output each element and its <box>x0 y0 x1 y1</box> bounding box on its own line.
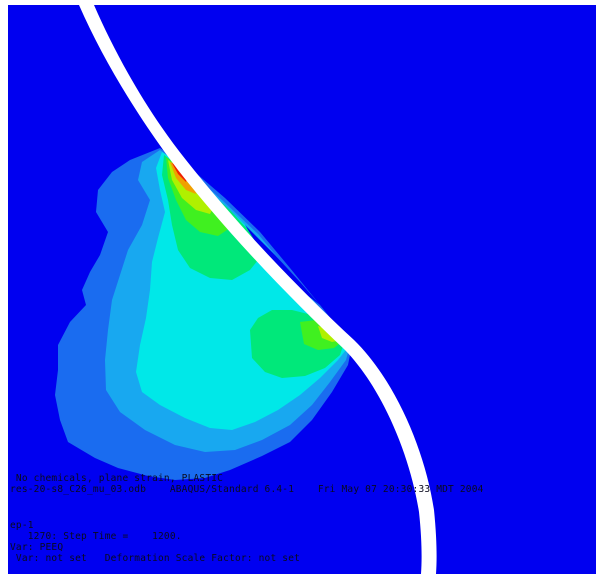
state-block-increment: 1270: Step Time = 1200. <box>10 531 182 542</box>
contact-edge-strip <box>245 225 320 305</box>
state-block-deformation: Var: not set Deformation Scale Factor: n… <box>10 553 301 564</box>
state-block-primary-var: Var: PEEQ <box>10 542 64 553</box>
title-block-line-1: No chemicals, plane strain, PLASTIC <box>10 473 224 484</box>
contact-gap-arc <box>79 5 437 574</box>
state-block-step: ep-1 <box>10 520 34 531</box>
title-block-line-2: res-20-s8_C26_mu_03.odb ABAQUS/Standard … <box>10 484 484 495</box>
